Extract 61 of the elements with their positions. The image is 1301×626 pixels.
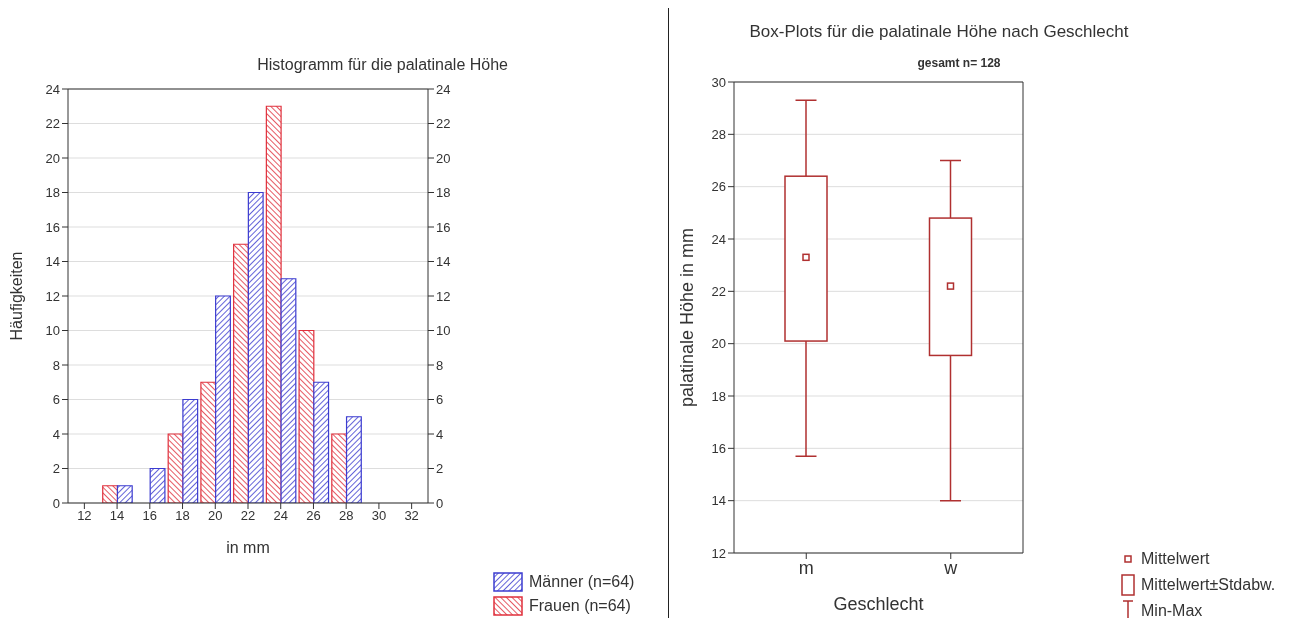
text: Mittelwert±Stdabw. [1140,575,1276,595]
y-tick-label: 16 [711,440,726,456]
x-tick-label: 26 [306,508,321,524]
y-tick-label: 12 [45,288,60,304]
x-tick-label: 12 [77,508,92,524]
x-tick-label: 14 [109,508,125,524]
text: Min-Max [1140,601,1204,620]
y-tick-label: 28 [711,126,726,142]
y-tick-label: 18 [45,185,60,201]
x-tick-label: 16 [142,508,158,524]
y-tick-label: 14 [711,493,726,509]
y-tick-label: 16 [45,219,60,235]
y-tick-label: 12 [711,545,726,561]
y-tick-label: 22 [711,283,726,299]
chart-title: Box-Plots für die palatinale Höhe nach Geschlecht [748,22,1130,42]
y2-tick-label: 6 [436,392,444,408]
legend-label: Frauen (n=64) [528,596,632,616]
y-axis-title: Häufigkeiten [7,251,25,341]
chart-subtitle: gesamt n= 128 [916,56,1002,70]
x-tick-label: 22 [240,508,256,524]
x-tick-label: 32 [404,508,419,524]
y2-tick-label: 22 [436,116,451,132]
y-tick-label: 22 [45,116,60,132]
y2-tick-label: 20 [436,150,451,166]
y-tick-label: 26 [711,179,726,195]
x-axis-title: in mm [226,539,270,556]
y2-tick-label: 4 [436,426,444,442]
y2-tick-label: 0 [436,495,444,511]
y-tick-label: 6 [52,392,60,408]
chart-title: Histogramm für die palatinale Höhe [256,56,508,74]
y2-tick-label: 12 [436,288,451,304]
x-tick-label: 28 [338,508,354,524]
y2-tick-label: 18 [436,185,451,201]
y-tick-label: 24 [45,81,60,97]
legend-label: Männer (n=64) [528,572,635,592]
x-tick-label: 20 [208,508,223,524]
y-tick-label: 8 [52,357,60,373]
y2-tick-label: 14 [436,254,451,270]
x-tick-label: w [943,557,959,578]
text: Mittelwert [1140,549,1211,569]
y-tick-label: 18 [711,388,726,404]
y-tick-label: 20 [45,150,60,166]
y-tick-label: 4 [52,426,60,442]
y2-tick-label: 2 [436,461,444,477]
y2-tick-label: 10 [436,323,451,339]
y-axis-title: palatinale Höhe in mm [677,227,698,408]
y2-tick-label: 8 [436,357,444,373]
y2-tick-label: 24 [436,81,451,97]
y-tick-label: 2 [52,461,60,477]
x-tick-label: 18 [175,508,190,524]
y2-tick-label: 16 [436,219,451,235]
x-tick-label: 24 [273,508,288,524]
y-tick-label: 24 [711,231,726,247]
y-tick-label: 20 [711,336,726,352]
x-tick-label: m [798,557,814,578]
y-tick-label: 10 [45,323,60,339]
y-tick-label: 30 [711,74,726,90]
y-tick-label: 14 [45,254,60,270]
x-tick-label: 30 [371,508,387,524]
x-axis-title: Geschlecht [833,594,924,614]
y-tick-label: 0 [52,495,60,511]
